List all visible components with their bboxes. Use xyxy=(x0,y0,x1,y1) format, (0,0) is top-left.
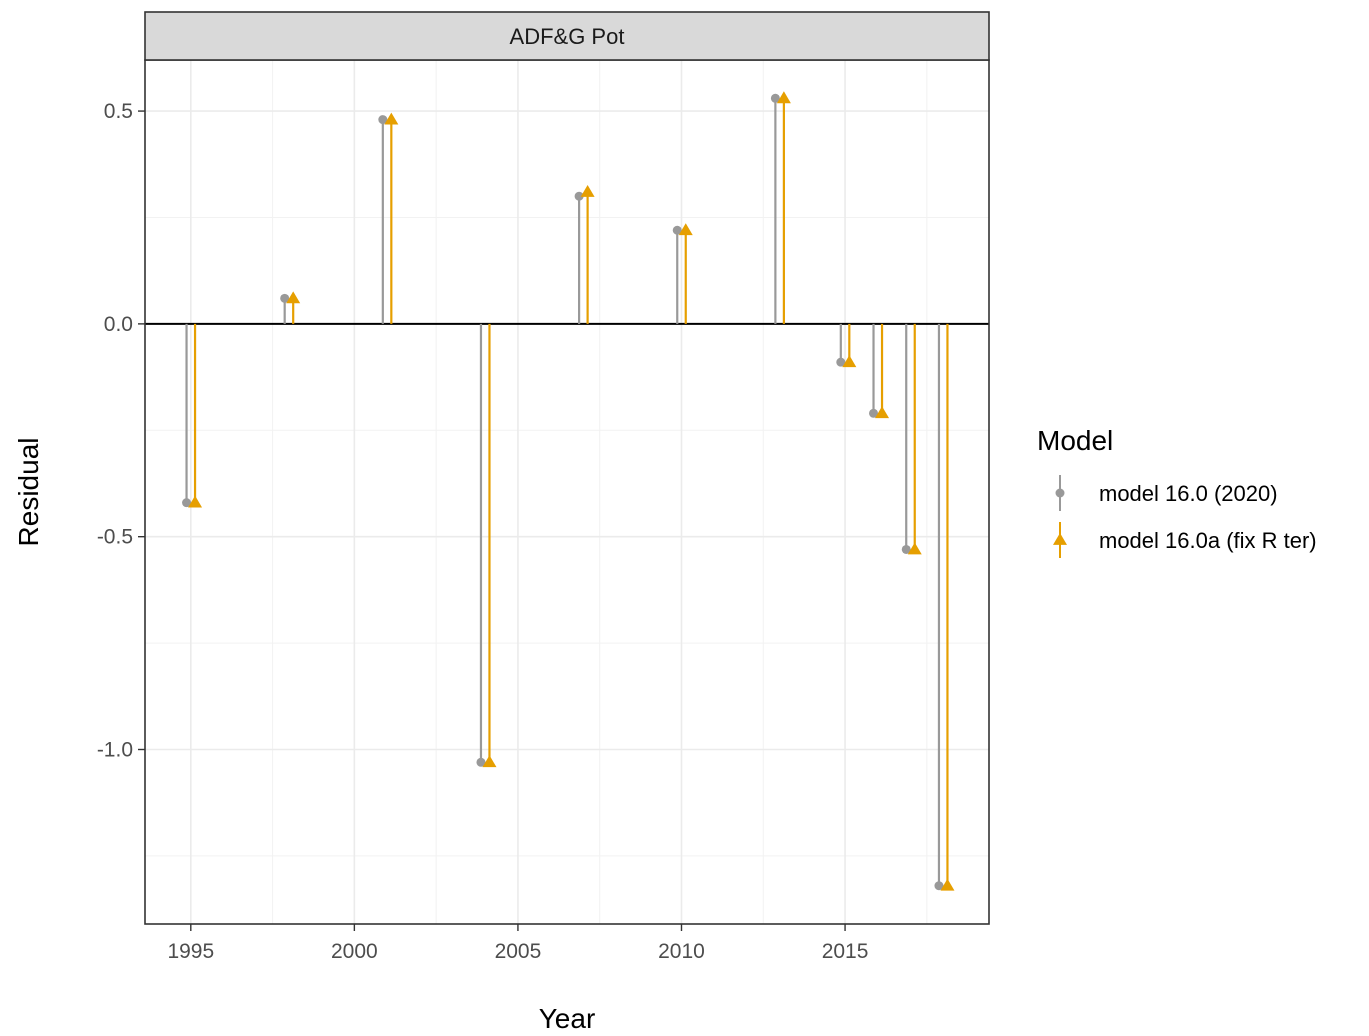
y-axis-title: Residual xyxy=(13,438,44,547)
y-tick-label: 0.0 xyxy=(104,313,133,336)
x-tick-label: 1995 xyxy=(167,940,214,963)
residual-point xyxy=(869,408,879,418)
residual-point xyxy=(934,881,944,891)
legend-key-marker xyxy=(1053,533,1067,545)
minor-gridlines xyxy=(145,60,989,924)
residual-point xyxy=(842,355,857,368)
facet-strip-label: ADF&G Pot xyxy=(510,24,625,49)
legend-item: model 16.0a (fix R ter) xyxy=(1053,522,1317,558)
residual-point xyxy=(476,757,486,767)
y-tick-label: 0.5 xyxy=(104,100,133,123)
residual-point xyxy=(678,223,693,236)
y-axis: 0.5 0.0 -0.5 -1.0 xyxy=(97,100,145,761)
residual-point xyxy=(384,112,399,125)
data-marks xyxy=(182,91,955,891)
x-tick-label: 2010 xyxy=(658,940,705,963)
facet-strip xyxy=(144,11,990,61)
legend-label: model 16.0a (fix R ter) xyxy=(1099,528,1317,553)
residual-point xyxy=(280,293,290,303)
residual-point xyxy=(901,544,911,554)
x-tick-label: 2000 xyxy=(331,940,378,963)
series-1 xyxy=(182,93,944,891)
residual-point xyxy=(875,406,890,419)
y-tick-label: -1.0 xyxy=(97,738,133,761)
residual-point xyxy=(776,91,791,104)
residual-point xyxy=(770,93,780,103)
residual-point xyxy=(836,357,846,367)
x-tick-label: 2005 xyxy=(495,940,542,963)
residual-point xyxy=(182,498,192,508)
series-2 xyxy=(188,91,955,891)
major-gridlines xyxy=(145,60,989,924)
legend-label: model 16.0 (2020) xyxy=(1099,481,1278,506)
x-axis-title: Year xyxy=(539,1003,596,1034)
y-tick-label: -0.5 xyxy=(97,526,133,549)
x-axis: 1995 2000 2005 2010 2015 xyxy=(167,924,868,963)
residual-point xyxy=(907,542,922,555)
residual-point xyxy=(378,115,388,125)
legend-item: model 16.0 (2020) xyxy=(1055,475,1278,511)
legend-key-marker xyxy=(1055,488,1065,498)
residual-point xyxy=(482,755,497,768)
residual-point xyxy=(188,495,203,508)
residual-point xyxy=(940,878,955,891)
x-tick-label: 2015 xyxy=(822,940,869,963)
residual-point xyxy=(580,184,595,197)
residual-point xyxy=(672,225,682,235)
residual-point xyxy=(286,291,301,304)
legend: Model model 16.0 (2020) model 16.0a (fix … xyxy=(1037,425,1317,558)
plot-panel xyxy=(145,60,989,924)
residual-point xyxy=(574,191,584,201)
legend-title: Model xyxy=(1037,425,1113,456)
